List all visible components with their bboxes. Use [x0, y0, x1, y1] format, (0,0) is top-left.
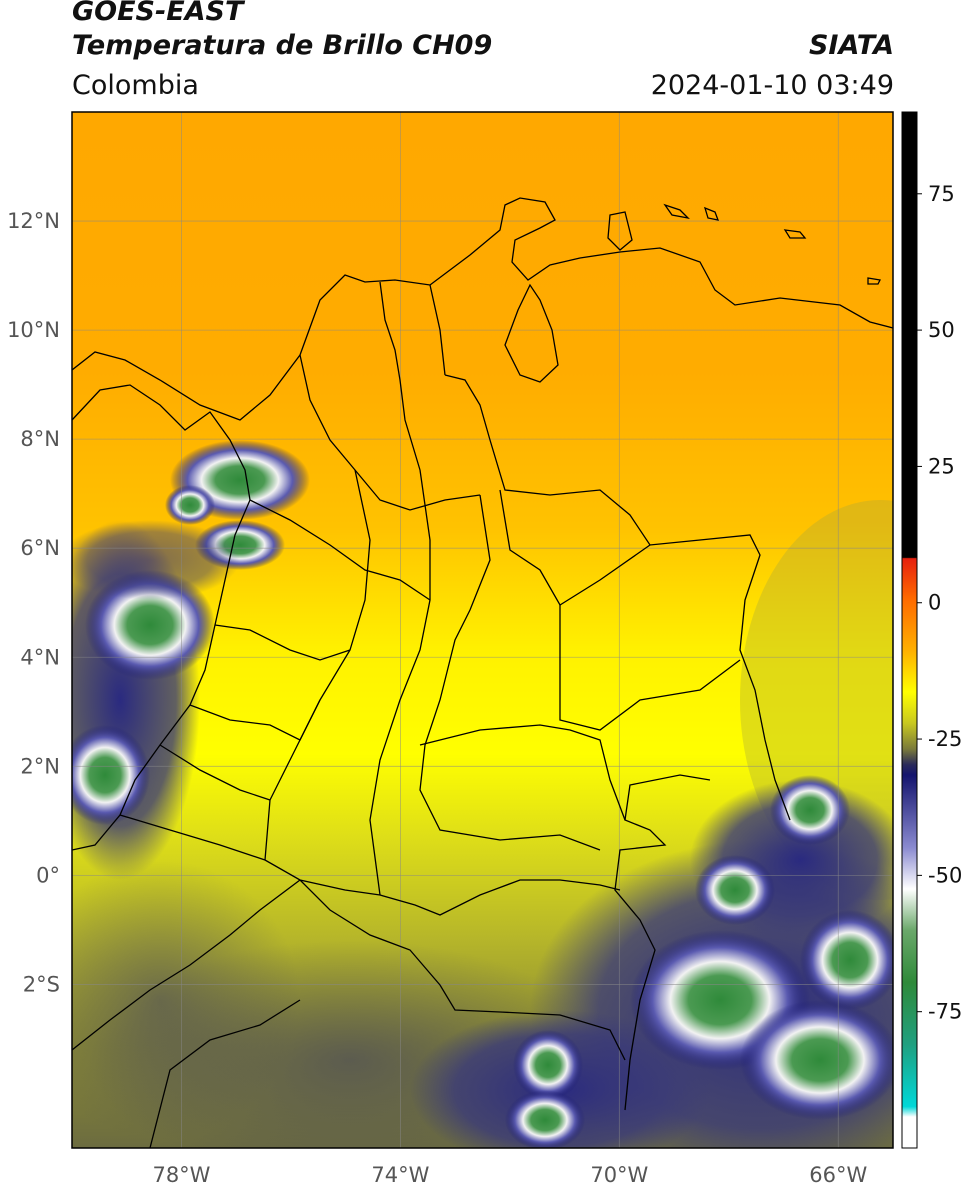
colorbar-tick-label: 50: [928, 318, 955, 342]
lat-tick-label: 2°S: [23, 972, 60, 996]
colorbar-tick-label: 75: [928, 182, 955, 206]
lon-tick-label: 70°W: [590, 1163, 648, 1187]
colorbar-gradient: [901, 111, 918, 1149]
boundaries: [72, 197, 893, 1148]
map-frame: [71, 111, 894, 1149]
lat-tick-label: 6°N: [20, 536, 60, 560]
region-label: Colombia: [72, 70, 199, 101]
lon-tick-label: 66°W: [809, 1163, 867, 1187]
colorbar-tick-label: -25: [928, 727, 962, 751]
product-title: Temperatura de Brillo CH09: [72, 30, 493, 61]
lat-tick-label: 2°N: [20, 754, 60, 778]
colorbar: 75 50 25 0 -25 -50 -75: [901, 111, 962, 1149]
datetime-label: 2024-01-10 03:49: [650, 70, 894, 101]
brightness-temperature-field: [72, 112, 893, 1148]
latitude-ticks: 12°N 10°N 8°N 6°N 4°N 2°N 0° 2°S: [7, 209, 60, 996]
colorbar-tick-label: -50: [928, 863, 962, 887]
colorbar-tick-label: 0: [928, 591, 941, 615]
lat-tick-label: 4°N: [20, 645, 60, 669]
colorbar-tick-label: 25: [928, 454, 955, 478]
satellite-title: GOES-EAST: [72, 0, 244, 27]
colorbar-ticks: 75 50 25 0 -25 -50 -75: [917, 182, 962, 1024]
brand-label: SIATA: [808, 30, 894, 61]
lat-tick-label: 10°N: [7, 318, 60, 342]
lon-tick-label: 78°W: [152, 1163, 210, 1187]
lat-tick-label: 0°: [36, 863, 60, 887]
lon-tick-label: 74°W: [371, 1163, 429, 1187]
graticule: [72, 112, 893, 1148]
colorbar-tick-label: -75: [928, 1000, 962, 1024]
lat-tick-label: 12°N: [7, 209, 60, 233]
lat-tick-label: 8°N: [20, 427, 60, 451]
longitude-ticks: 78°W 74°W 70°W 66°W: [152, 1163, 867, 1187]
